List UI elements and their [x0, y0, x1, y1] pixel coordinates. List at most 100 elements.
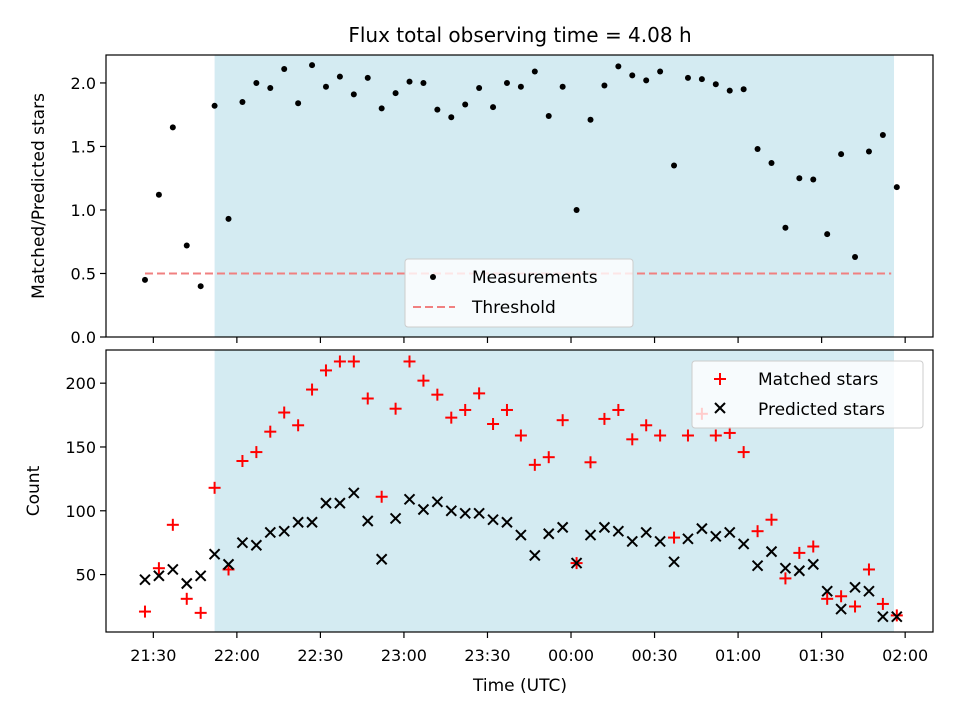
matched-star-point	[445, 411, 458, 424]
matched-star-point	[556, 414, 569, 427]
predicted-star-point	[501, 516, 513, 528]
matched-star-point	[417, 374, 430, 387]
predicted-star-point	[529, 549, 541, 562]
predicted-star-point	[849, 581, 861, 594]
measurement-point	[657, 68, 664, 75]
predicted-star-point	[570, 557, 583, 569]
bottom-marks	[138, 355, 903, 623]
matched-star-point	[737, 446, 750, 459]
predicted-star-point	[668, 556, 680, 568]
x-tick-label: 01:00	[715, 646, 761, 665]
predicted-star-point	[807, 558, 819, 571]
measurement-point	[684, 74, 691, 81]
measurement-point	[169, 124, 176, 131]
matched-star-point	[821, 592, 834, 605]
measurement-point	[545, 112, 552, 119]
matched-star-point	[347, 355, 360, 368]
legend-measurements-marker	[430, 274, 436, 280]
matched-star-point	[375, 490, 388, 503]
predicted-star-point	[863, 585, 875, 597]
y-tick-label: 0.5	[71, 264, 96, 283]
predicted-star-point	[278, 525, 290, 537]
measurement-point	[629, 72, 636, 79]
x-tick-label: 23:30	[464, 646, 510, 665]
predicted-star-point	[459, 507, 471, 520]
x-tick-label: 00:30	[631, 646, 677, 665]
legend-matched-label: Matched stars	[758, 370, 878, 390]
matched-star-point	[180, 592, 193, 605]
y-tick-label: 0.0	[71, 328, 96, 347]
matched-star-point	[723, 426, 736, 439]
y-tick-label: 1.0	[71, 201, 96, 220]
matched-star-point	[236, 455, 249, 468]
matched-star-point	[668, 531, 681, 544]
matched-star-point	[681, 429, 694, 442]
predicted-star-point	[612, 525, 625, 537]
bottom-panel: 50 100 150 200 21:30 22:00 22:30 23:00 23:30 00:…	[24, 349, 934, 696]
predicted-star-point	[306, 516, 318, 528]
measurement-point	[476, 85, 483, 92]
measurement-point	[322, 83, 329, 90]
measurement-point	[267, 85, 274, 92]
measurement-point	[671, 162, 678, 169]
matched-star-point	[640, 419, 653, 432]
predicted-star-point	[737, 538, 750, 550]
matched-star-point	[389, 402, 402, 415]
predicted-star-point	[362, 515, 374, 527]
top-y-axis-label: Matched/Predicted stars	[29, 93, 49, 299]
x-tick-label: 00:00	[548, 646, 594, 665]
predicted-star-point	[598, 521, 611, 534]
x-tick-label: 22:30	[297, 646, 343, 665]
measurement-point	[211, 102, 218, 109]
bottom-x-ticks: 21:30 22:00 22:30 23:00 23:30 00:00 00:30 01:00…	[130, 632, 928, 665]
matched-star-point	[292, 419, 305, 432]
legend-predicted-marker	[714, 402, 726, 414]
matched-star-point	[626, 433, 639, 446]
x-tick-label: 23:00	[381, 646, 427, 665]
predicted-star-point	[375, 553, 388, 565]
measurement-point	[698, 76, 705, 83]
x-tick-label: 22:00	[214, 646, 260, 665]
measurement-point	[726, 87, 733, 94]
predicted-star-point	[724, 526, 736, 539]
measurement-point	[253, 79, 260, 86]
bottom-y-axis-label: Count	[24, 465, 44, 516]
predicted-star-point	[250, 539, 263, 551]
predicted-star-point	[793, 565, 806, 577]
measurement-point	[782, 224, 789, 231]
x-tick-label: 21:30	[130, 646, 176, 665]
legend-predicted-label: Predicted stars	[758, 400, 885, 420]
matched-star-point	[807, 540, 820, 553]
measurement-point	[197, 283, 204, 290]
y-tick-label: 50	[76, 566, 96, 585]
matched-star-point	[584, 456, 597, 469]
matched-star-point	[500, 403, 513, 416]
predicted-star-point	[765, 545, 778, 558]
measurement-point	[462, 101, 469, 108]
matched-star-point	[138, 605, 151, 618]
y-tick-label: 2.0	[71, 74, 96, 93]
predicted-star-point	[208, 548, 221, 560]
measurement-point	[852, 253, 859, 260]
measurement-point	[141, 276, 148, 283]
measurement-point	[503, 79, 510, 86]
predicted-star-point	[473, 507, 485, 520]
measurement-point	[364, 74, 371, 81]
predicted-star-point	[403, 493, 416, 506]
measurement-point	[350, 91, 357, 98]
top-x-ticks	[152, 337, 906, 343]
predicted-star-point	[877, 610, 889, 623]
predicted-star-point	[139, 573, 151, 586]
measurement-point	[531, 68, 538, 75]
matched-star-point	[612, 403, 625, 416]
matched-star-point	[849, 600, 862, 613]
measurement-point	[336, 73, 343, 80]
measurement-point	[420, 79, 427, 86]
measurement-point	[587, 116, 594, 123]
predicted-star-point	[584, 529, 597, 541]
measurement-point	[601, 82, 608, 89]
predicted-star-point	[445, 505, 457, 517]
measurement-point	[768, 159, 775, 166]
matched-star-point	[473, 387, 486, 400]
